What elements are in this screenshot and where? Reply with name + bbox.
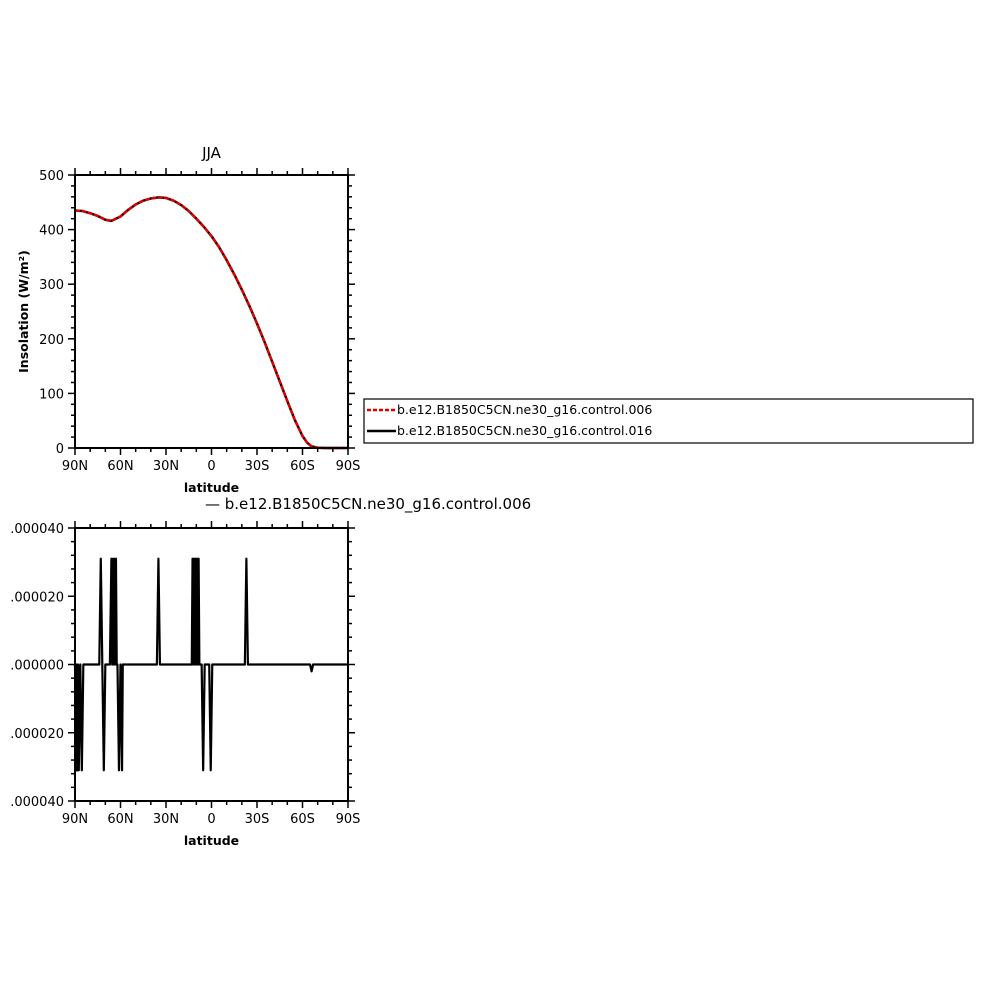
y-tick-label: .000000 (10, 659, 64, 674)
difference-x-axis-label: latitude (184, 833, 239, 848)
insolation-lines (74, 196, 348, 450)
x-tick-label: 60N (107, 812, 133, 827)
insolation-x-axis-label: latitude (184, 480, 239, 495)
x-tick-label: 30N (153, 459, 179, 474)
insolation-ticks: 90N 60N 30N 0 30S 60S 90S 0 100 200 300 400 500 (39, 168, 360, 474)
series-line-1-0 (73, 557, 348, 772)
x-tick-label: 60N (107, 459, 133, 474)
x-tick-label: 90S (336, 812, 361, 827)
legend-label-006: b.e12.B1850C5CN.ne30_g16.control.006 (397, 402, 652, 417)
insolation-y-axis-label: Insolation (W/m²) (16, 250, 31, 373)
y-tick-label: 300 (39, 278, 64, 293)
series-line-0-0 (74, 196, 348, 450)
difference-panel: 90N 60N 30N 0 30S 60S 90S .000040 .000020 .000000… (10, 495, 531, 848)
y-tick-label: 500 (39, 169, 64, 184)
x-tick-label: 0 (207, 812, 215, 827)
difference-title: — b.e12.B1850C5CN.ne30_g16.control.006 (205, 495, 531, 514)
y-tick-label: 100 (39, 387, 64, 402)
x-tick-label: 90N (62, 459, 88, 474)
difference-ticks: 90N 60N 30N 0 30S 60S 90S .000040 .000020 .000000… (10, 521, 360, 827)
x-tick-label: 90S (336, 459, 361, 474)
legend-label-016: b.e12.B1850C5CN.ne30_g16.control.016 (397, 423, 652, 438)
y-tick-label: .000020 (10, 590, 64, 605)
legend-box (363, 398, 974, 444)
y-tick-label: .000040 (10, 522, 64, 537)
y-tick-label: .000040 (10, 795, 64, 810)
y-tick-label: 400 (39, 224, 64, 239)
x-tick-label: 60S (290, 459, 315, 474)
x-tick-label: 90N (62, 812, 88, 827)
difference-lines (73, 557, 348, 772)
x-tick-label: 0 (207, 459, 215, 474)
insolation-title: JJA (201, 144, 222, 162)
y-tick-label: .000020 (10, 727, 64, 742)
x-tick-label: 30S (245, 459, 270, 474)
x-tick-label: 60S (290, 812, 315, 827)
x-tick-label: 30N (153, 812, 179, 827)
x-tick-label: 30S (245, 812, 270, 827)
y-tick-label: 200 (39, 333, 64, 348)
legend: b.e12.B1850C5CN.ne30_g16.control.006 b.e… (363, 398, 974, 444)
y-tick-label: 0 (56, 442, 64, 457)
